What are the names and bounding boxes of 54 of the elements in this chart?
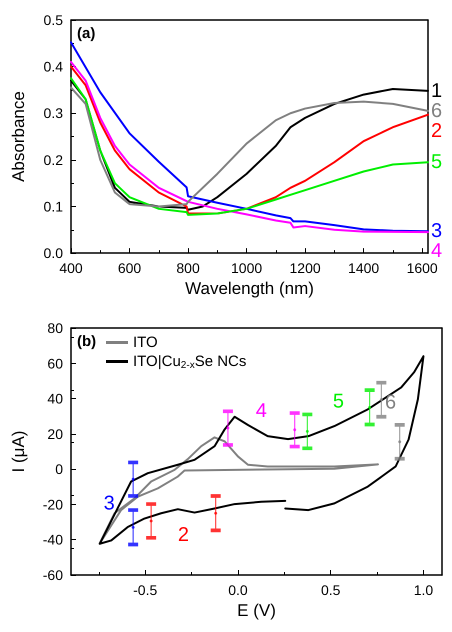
series-label: 6 [384,392,396,414]
series-label: 4 [431,240,442,262]
x-tick-label: 0.0 [228,582,248,598]
point [132,478,135,481]
y-tick-label: -60 [42,567,64,583]
y-tick-label: 0.1 [44,198,64,214]
point [132,526,135,529]
series-label: 2 [431,120,442,142]
x-tick-label: 800 [176,260,200,276]
x-tick-label: 1000 [230,260,262,276]
point [380,398,383,402]
point [368,406,372,409]
y-tick-label: -40 [42,532,64,548]
series-label: 4 [256,400,267,422]
x-tick-label: -0.5 [133,582,158,598]
point [306,430,309,433]
x-tick-label: 1200 [290,260,321,276]
y-tick-label: 60 [47,355,64,372]
y-tick-label: 0.4 [44,58,64,75]
annotation: (b) [77,333,96,350]
y-tick-label: -20 [42,496,64,512]
point [150,520,153,523]
series-label: 5 [431,151,442,174]
series-label: 3 [104,492,115,514]
point [398,440,402,444]
x-tick-label: 1.0 [414,582,434,598]
series-label: 6 [431,100,442,122]
x-axis-title: E (V) [237,600,276,620]
line-series [98,436,380,544]
y-tick-label: 0.0 [44,245,64,262]
series-label: 5 [332,390,344,412]
y-tick-label: 0.5 [44,12,64,28]
x-tick-label: 1400 [348,260,380,276]
y-tick-label: 20 [47,426,64,442]
y-axis-title: I (μA) [9,430,28,472]
x-tick-label: 600 [118,260,142,276]
x-axis-title: Wavelength (nm) [185,279,314,298]
annotation: (a) [77,25,96,42]
x-tick-label: 1600 [406,260,438,276]
series-label: 2 [178,524,189,546]
series-label: 3 [431,220,442,242]
y-tick-label: 40 [47,390,64,407]
x-tick-label: 0.5 [320,582,341,598]
y-tick-label: 0.3 [44,105,64,122]
y-tick-label: 80 [47,320,64,336]
y-axis-title: Absorbance [9,91,28,182]
x-tick-label: 400 [59,260,83,276]
legend-label: ITO [133,334,158,351]
y-tick-label: 0 [55,461,64,478]
point [293,428,296,432]
y-tick-label: 0.2 [44,152,64,168]
point [214,512,218,515]
point [226,426,230,430]
series-label: 1 [431,80,442,102]
